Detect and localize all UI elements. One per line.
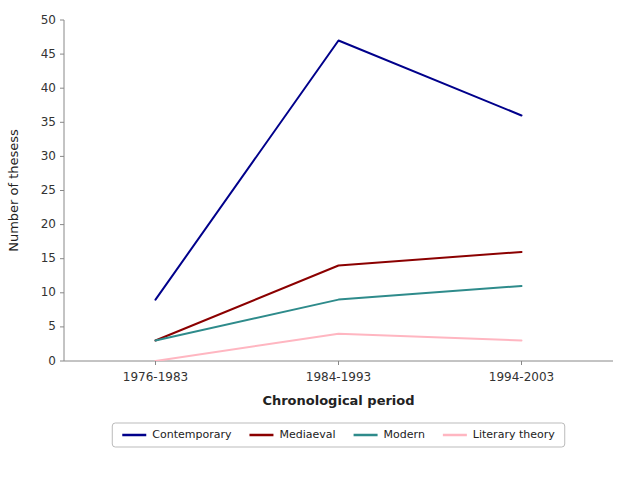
x-tick-label: 1994-2003 <box>489 370 554 384</box>
y-tick-label: 40 <box>41 81 56 95</box>
legend-swatch <box>122 434 146 437</box>
y-tick-label: 15 <box>41 251 56 265</box>
y-tick-label: 35 <box>41 115 56 129</box>
series-line <box>156 40 522 299</box>
legend-item: Mediaeval <box>249 428 335 441</box>
legend-label: Modern <box>384 428 425 441</box>
series-line <box>156 286 522 341</box>
y-tick <box>60 258 64 259</box>
series-line <box>156 252 522 341</box>
y-tick-label: 20 <box>41 217 56 231</box>
x-tick <box>338 361 339 365</box>
y-tick-label: 10 <box>41 285 56 299</box>
x-tick-label: 1984-1993 <box>306 370 371 384</box>
plot-area <box>156 40 522 361</box>
y-tick-label: 25 <box>41 183 56 197</box>
legend-label: Contemporary <box>152 428 232 441</box>
y-tick-label: 45 <box>41 47 56 61</box>
y-tick <box>60 224 64 225</box>
x-tick <box>521 361 522 365</box>
y-tick <box>60 88 64 89</box>
y-tick <box>60 190 64 191</box>
y-tick <box>60 326 64 327</box>
x-tick-label: 1976-1983 <box>123 370 188 384</box>
x-tick <box>155 361 156 365</box>
legend-frame <box>112 423 564 447</box>
y-tick <box>60 54 64 55</box>
y-tick <box>60 361 64 362</box>
chart: 0 5 10 15 20 25 30 35 40 45 50 1976-1983 1984-1993 19… <box>0 0 637 479</box>
legend: Contemporary Mediaeval Modern Literary theo… <box>112 423 564 447</box>
y-tick-label: 5 <box>48 319 56 333</box>
legend-swatch <box>354 434 378 437</box>
legend-label: Literary theory <box>473 428 555 441</box>
y-tick <box>60 156 64 157</box>
legend-item: Contemporary <box>122 428 232 441</box>
legend-swatch <box>249 434 273 437</box>
legend-swatch <box>443 434 467 437</box>
legend-item: Literary theory <box>443 428 555 441</box>
y-tick-label: 50 <box>41 13 56 27</box>
y-tick <box>60 20 64 21</box>
y-tick <box>60 122 64 123</box>
y-axis-label: Number of thesess <box>6 129 21 252</box>
y-tick <box>60 292 64 293</box>
legend-item: Modern <box>354 428 425 441</box>
x-axis-label: Chronological period <box>262 393 414 408</box>
series-line <box>156 334 522 361</box>
legend-label: Mediaeval <box>279 428 335 441</box>
y-tick-label: 30 <box>41 149 56 163</box>
y-tick-label: 0 <box>48 354 56 368</box>
